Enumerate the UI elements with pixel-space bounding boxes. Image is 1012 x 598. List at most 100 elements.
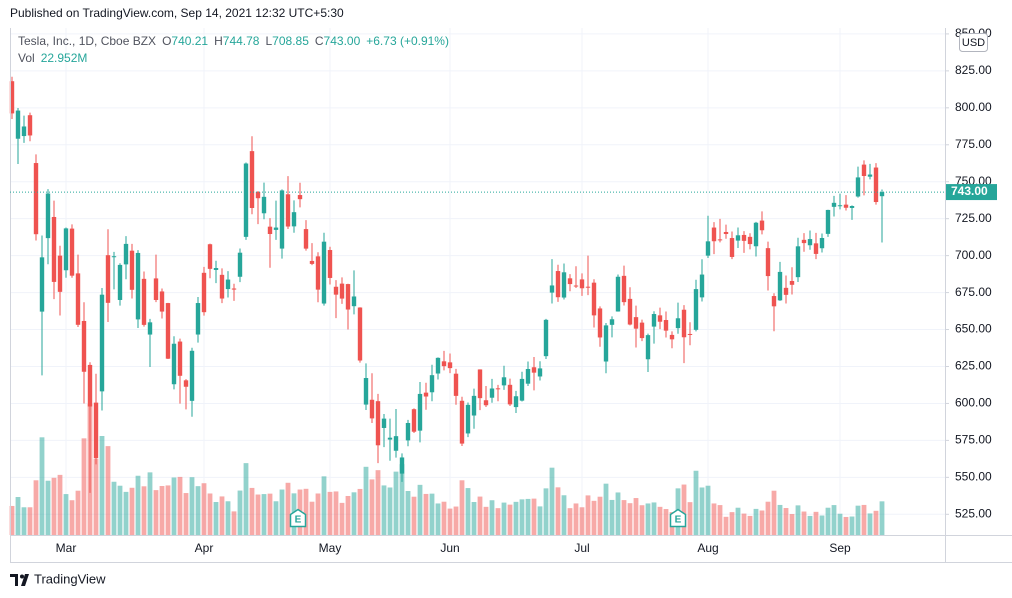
candle-body: [705, 241, 711, 256]
candle-body: [555, 271, 561, 298]
volume-bar: [777, 504, 783, 535]
volume-bar: [33, 480, 39, 535]
candle-body: [267, 226, 273, 235]
legend-change: +6.73 (+0.91%): [366, 34, 449, 48]
candle-body: [237, 252, 243, 277]
candle-body: [501, 377, 507, 386]
volume-bar: [237, 490, 243, 535]
candle-body: [585, 286, 591, 288]
candle-body: [279, 190, 285, 249]
volume-bar: [249, 487, 255, 535]
volume-bar: [717, 505, 723, 535]
volume-bar: [825, 507, 831, 535]
candle-body: [33, 163, 39, 235]
volume-bar: [657, 506, 663, 535]
volume-bar: [363, 466, 369, 535]
volume-bar: [321, 476, 327, 535]
candle-body: [723, 231, 729, 235]
volume-bar: [567, 508, 573, 535]
volume-bar: [417, 484, 423, 535]
candle-body: [717, 239, 723, 241]
volume-bar: [57, 474, 63, 535]
candle-body: [783, 287, 789, 295]
volume-bar: [207, 493, 213, 535]
candle-body: [861, 164, 867, 177]
volume-bar: [651, 502, 657, 535]
candle-body: [813, 243, 819, 254]
volume-bar: [525, 498, 531, 535]
volume-bar: [15, 497, 21, 535]
candle-body: [123, 243, 129, 265]
candle-body: [159, 291, 165, 312]
candle-body: [435, 357, 441, 374]
volume-bar: [483, 506, 489, 535]
volume-bar: [279, 489, 285, 535]
volume-bar: [93, 458, 99, 535]
candle-body: [471, 395, 477, 416]
candle-body: [207, 244, 213, 269]
candle-body: [285, 194, 291, 227]
y-tick-label: 700.00: [955, 248, 992, 262]
candle-body: [603, 325, 609, 362]
candle-body: [633, 317, 639, 329]
candle-body: [213, 268, 219, 270]
candle-body: [165, 303, 171, 359]
volume-bar: [813, 511, 819, 535]
currency-button[interactable]: [959, 33, 988, 52]
volume-bar: [351, 492, 357, 535]
volume-bar: [519, 499, 525, 535]
volume-bar: [789, 514, 795, 535]
volume-bar: [627, 503, 633, 535]
candle-body: [537, 368, 543, 377]
earnings-marker[interactable]: E: [669, 508, 687, 528]
volume-bar: [75, 490, 81, 535]
volume-bar: [501, 502, 507, 535]
candle-body: [93, 402, 99, 459]
volume-bar: [411, 496, 417, 535]
candle-body: [99, 294, 105, 392]
candle-body: [21, 126, 27, 137]
volume-bar: [843, 516, 849, 535]
candle-body: [765, 248, 771, 277]
volume-bar: [807, 515, 813, 535]
earnings-marker[interactable]: E: [289, 508, 307, 528]
candle-body: [711, 227, 717, 242]
volume-bar: [69, 500, 75, 535]
logo-shape: [21, 574, 29, 586]
x-tick-label: Mar: [56, 541, 77, 555]
candle-body: [519, 378, 525, 401]
volume-bar: [261, 494, 267, 535]
candle-body: [843, 204, 849, 208]
volume-bar: [711, 503, 717, 535]
volume-bar: [531, 498, 537, 535]
logo-shape: [10, 574, 18, 586]
candle-body: [357, 307, 363, 361]
candle-body: [411, 409, 417, 432]
volume-bar: [723, 516, 729, 535]
candle-body: [117, 264, 123, 300]
volume-bar: [699, 487, 705, 535]
candle-body: [27, 115, 33, 136]
candle-body: [201, 272, 207, 313]
volume-bar: [873, 510, 879, 535]
volume-bar: [231, 511, 237, 535]
volume-bar: [645, 503, 651, 535]
candle-layer: [9, 76, 885, 493]
volume-bar: [117, 485, 123, 535]
candle-body: [549, 285, 555, 293]
volume-bar: [81, 438, 87, 535]
symbol: Tesla, Inc., 1D, Cboe BZX: [18, 34, 156, 48]
candle-body: [621, 275, 627, 303]
volume-bar: [693, 470, 699, 535]
volume-bar: [477, 496, 483, 535]
candle-body: [567, 278, 573, 285]
volume-bar: [405, 491, 411, 535]
candle-body: [405, 422, 411, 441]
volume-bar: [423, 493, 429, 535]
candle-body: [699, 274, 705, 298]
candle-body: [321, 241, 327, 304]
volume-bar: [9, 505, 15, 535]
volume-bar: [543, 488, 549, 535]
candle-body: [255, 191, 261, 199]
candle-body: [855, 177, 861, 197]
